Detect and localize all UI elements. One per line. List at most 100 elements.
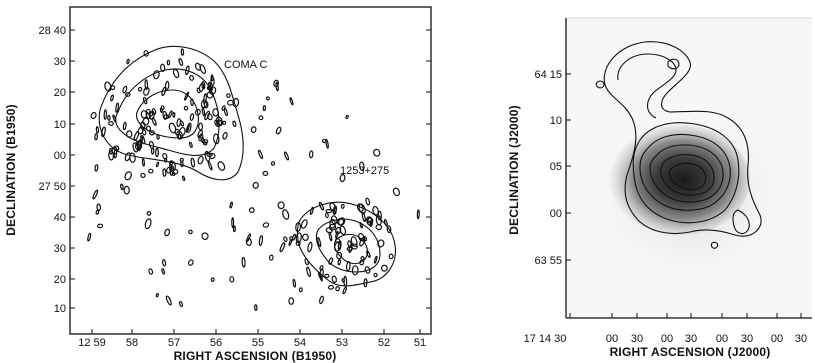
noise-contour (197, 155, 204, 165)
noise-contour (245, 237, 252, 246)
noise-contour (144, 79, 149, 91)
right-x-tick: 30 (685, 333, 697, 345)
noise-contour (337, 240, 342, 251)
noise-contour (137, 126, 144, 135)
noise-contour (331, 275, 337, 284)
noise-contour (332, 208, 336, 215)
noise-contour (110, 94, 114, 102)
right-y-tick: 64 15 (534, 69, 562, 81)
noise-contour (94, 164, 99, 172)
noise-contour (288, 297, 295, 305)
noise-contour (181, 175, 186, 182)
right-x-axis-label: RIGHT ASCENSION (J2000) (610, 345, 771, 359)
right-y-tick: 05 (550, 161, 562, 173)
noise-contour (298, 287, 303, 293)
noise-contour (144, 218, 152, 230)
noise-contour (250, 126, 257, 134)
noise-contour (194, 108, 201, 116)
noise-contour (339, 225, 347, 235)
noise-contour (375, 224, 383, 231)
noise-contour (343, 275, 348, 287)
noise-contour (161, 268, 166, 275)
noise-contour (231, 217, 235, 229)
noise-contour (120, 183, 124, 191)
noise-contour (179, 300, 183, 308)
noise-contour (145, 108, 151, 114)
left-y-tick: 28 40 (38, 25, 66, 37)
right-x-tick: 30 (795, 333, 807, 345)
noise-contour (164, 157, 168, 163)
left-x-tick: 58 (126, 337, 138, 349)
noise-contour (126, 58, 130, 65)
noise-contour (148, 168, 154, 174)
noise-contour (217, 161, 226, 171)
noise-contour (328, 257, 334, 265)
noise-contour (386, 225, 392, 234)
left-y-tick: 20 (54, 274, 66, 286)
noise-contour (172, 68, 180, 79)
right-x-tick: 00 (771, 333, 783, 345)
left-y-tick: 20 (54, 87, 66, 99)
noise-contour (373, 272, 378, 278)
noise-contour (227, 99, 234, 106)
left-y-tick: 30 (54, 243, 66, 255)
noise-contour (146, 210, 152, 216)
noise-contour (115, 102, 119, 113)
noise-contour (198, 122, 204, 131)
left-y-tick: 10 (54, 303, 66, 315)
noise-contour (124, 171, 132, 181)
noise-contour (161, 259, 167, 267)
noise-contour (329, 223, 337, 231)
noise-contour (321, 138, 327, 144)
left-contour-map (87, 45, 420, 311)
noise-contour (301, 233, 309, 241)
noise-contour (232, 120, 237, 128)
noise-contour (292, 278, 297, 288)
noise-contour (87, 232, 92, 242)
left-x-tick: 12 59 (78, 337, 106, 349)
noise-contour (268, 254, 274, 261)
noise-contour (319, 265, 324, 271)
noise-contour (288, 238, 293, 246)
right-x-tick: 00 (606, 333, 618, 345)
noise-contour (317, 237, 322, 248)
noise-contour (155, 161, 160, 168)
left-x-tick: 57 (168, 337, 180, 349)
noise-contour (203, 93, 207, 105)
noise-contour (275, 126, 282, 135)
noise-contour (279, 242, 286, 253)
noise-contour (258, 235, 264, 247)
noise-contour (359, 161, 365, 172)
noise-contour (282, 209, 290, 220)
noise-contour (142, 117, 150, 126)
noise-contour (150, 147, 155, 155)
noise-contour (204, 110, 210, 121)
noise-contour (210, 277, 215, 282)
noise-contour (107, 114, 111, 121)
noise-contour (232, 225, 236, 233)
noise-contour (388, 253, 394, 260)
noise-contour (132, 142, 139, 153)
noise-contour (265, 96, 270, 101)
left-y-tick: 30 (54, 56, 66, 68)
left-y-tick: 27 50 (38, 181, 66, 193)
noise-contour (348, 243, 353, 254)
noise-contour (356, 203, 364, 213)
noise-contour (108, 121, 114, 126)
noise-contour (202, 139, 209, 144)
noise-contour (222, 131, 228, 140)
noise-contour (229, 201, 233, 209)
noise-contour (335, 230, 339, 239)
noise-contour (188, 229, 193, 235)
left-x-tick: 54 (294, 337, 306, 349)
noise-contour (168, 122, 177, 134)
noise-contour (329, 218, 336, 229)
noise-contour (201, 232, 209, 240)
noise-contour (273, 79, 279, 88)
noise-contour (257, 149, 264, 159)
noise-contour (143, 86, 150, 96)
noise-contour (141, 158, 145, 167)
noise-contour (166, 166, 172, 174)
noise-contour (275, 81, 279, 92)
noise-contour (324, 273, 330, 279)
